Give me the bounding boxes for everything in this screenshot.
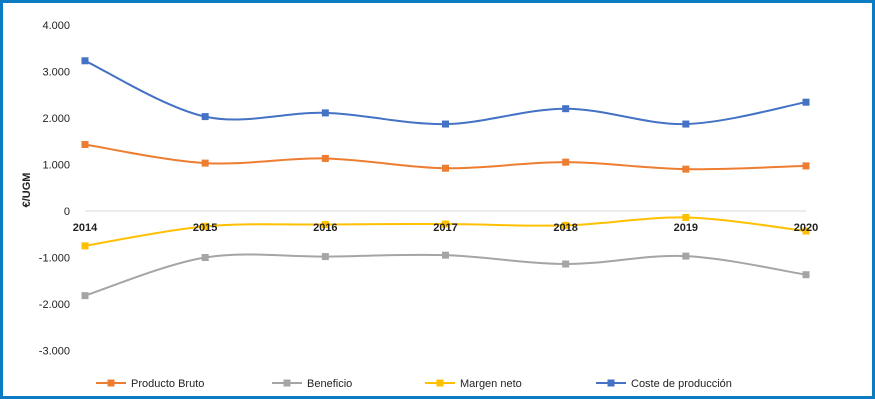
series-layer — [81, 57, 810, 300]
y-tick-label: 0 — [64, 206, 70, 218]
x-tick-label: 2015 — [193, 222, 217, 234]
y-tick-label: -2.000 — [39, 299, 70, 311]
legend-label: Beneficio — [307, 378, 352, 390]
data-point-margen-neto — [802, 227, 810, 235]
legend-marker — [283, 379, 291, 387]
y-tick-label: 4.000 — [42, 20, 70, 32]
x-tick-label: 2016 — [313, 222, 337, 234]
series-line-coste-de-produccion — [84, 59, 807, 126]
data-point-beneficio — [201, 254, 209, 261]
data-point-coste-de-produccion — [201, 113, 209, 121]
data-point-coste-de-produccion — [81, 57, 89, 65]
data-point-beneficio — [81, 292, 89, 300]
data-point-margen-neto — [321, 220, 329, 228]
x-tick-label: 2014 — [73, 222, 98, 234]
data-point-beneficio — [562, 260, 570, 268]
data-point-beneficio — [802, 271, 810, 279]
data-point-margen-neto — [201, 222, 209, 230]
y-tick-label: 1.000 — [42, 160, 70, 172]
data-point-margen-neto — [682, 214, 690, 222]
data-point-beneficio — [321, 253, 329, 261]
x-axis-ticks: 2014 2015 2016 2017 2018 2019 2020 — [73, 222, 818, 234]
y-tick-label: -1.000 — [39, 253, 70, 265]
data-point-margen-neto — [562, 221, 570, 229]
legend-marker — [107, 379, 115, 387]
data-point-producto-bruto — [81, 141, 89, 149]
legend-marker — [436, 379, 444, 387]
data-point-margen-neto — [81, 242, 89, 250]
series-line-beneficio — [84, 253, 807, 297]
data-point-margen-neto — [442, 220, 449, 228]
data-point-coste-de-produccion — [321, 109, 329, 117]
x-tick-label: 2018 — [553, 222, 577, 234]
legend-label: Producto Bruto — [131, 378, 204, 390]
data-point-coste-de-produccion — [682, 120, 690, 128]
data-point-producto-bruto — [442, 164, 449, 172]
data-point-producto-bruto — [562, 158, 570, 166]
y-tick-label: 2.000 — [42, 113, 70, 125]
legend-label: Coste de producción — [631, 378, 732, 390]
legend-label: Margen neto — [460, 378, 522, 390]
x-tick-label: 2020 — [794, 222, 818, 234]
y-axis-label: €/UGM — [21, 173, 33, 208]
x-tick-label: 2019 — [674, 222, 698, 234]
x-tick-label: 2017 — [433, 222, 457, 234]
data-point-beneficio — [682, 252, 690, 260]
data-point-coste-de-produccion — [802, 98, 810, 106]
data-point-producto-bruto — [682, 165, 690, 173]
legend-marker — [607, 379, 615, 387]
y-tick-label: 3.000 — [42, 67, 70, 79]
legend: Producto Bruto Beneficio Margen neto Coste … — [96, 378, 732, 390]
y-tick-label: -3.000 — [39, 346, 70, 358]
data-point-coste-de-produccion — [562, 105, 570, 113]
data-point-producto-bruto — [321, 154, 329, 162]
y-axis-ticks: 4.000 3.000 2.000 1.000 0 -1.000 -2.000 -3.000 — [39, 20, 70, 358]
data-point-coste-de-produccion — [442, 120, 449, 128]
data-point-producto-bruto — [802, 162, 810, 170]
data-point-producto-bruto — [201, 159, 209, 167]
data-point-beneficio — [442, 251, 449, 259]
